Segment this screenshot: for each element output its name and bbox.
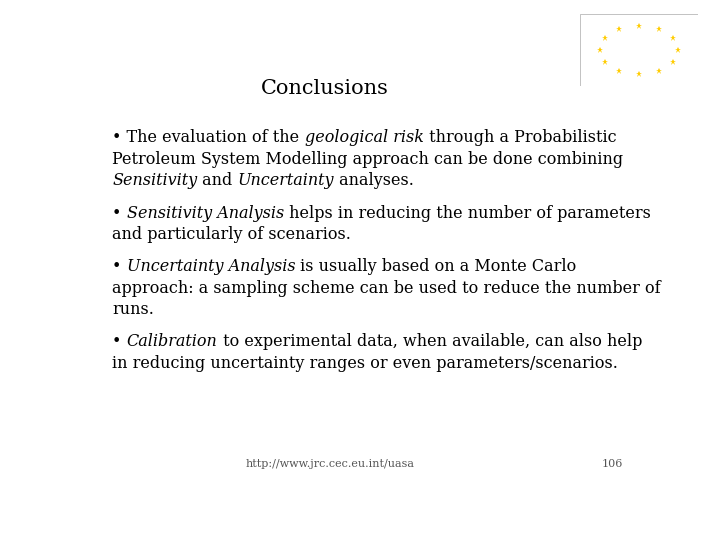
Text: to experimental data, when available, can also help: to experimental data, when available, ca…	[217, 333, 642, 350]
Text: Calibration: Calibration	[127, 333, 217, 350]
Text: •: •	[112, 258, 127, 275]
Text: helps in reducing the number of parameters: helps in reducing the number of paramete…	[284, 205, 651, 221]
Text: analyses.: analyses.	[334, 172, 414, 190]
Text: Petroleum System Modelling approach can be done combining: Petroleum System Modelling approach can …	[112, 151, 624, 168]
Text: 106: 106	[601, 459, 623, 469]
Text: is usually based on a Monte Carlo: is usually based on a Monte Carlo	[295, 258, 577, 275]
Text: Conclusions: Conclusions	[261, 79, 388, 98]
Text: •: •	[112, 205, 127, 221]
Text: Uncertainty Analysis: Uncertainty Analysis	[127, 258, 295, 275]
Text: Uncertainty: Uncertainty	[238, 172, 334, 190]
Text: and particularly of scenarios.: and particularly of scenarios.	[112, 226, 351, 243]
Text: •: •	[112, 333, 127, 350]
Text: approach: a sampling scheme can be used to reduce the number of: approach: a sampling scheme can be used …	[112, 280, 661, 297]
Text: runs.: runs.	[112, 301, 154, 319]
Text: Sensitivity: Sensitivity	[112, 172, 197, 190]
Text: • The evaluation of the: • The evaluation of the	[112, 129, 305, 146]
Text: in reducing uncertainty ranges or even parameters/scenarios.: in reducing uncertainty ranges or even p…	[112, 355, 618, 372]
Text: Sensitivity Analysis: Sensitivity Analysis	[127, 205, 284, 221]
Text: and: and	[197, 172, 238, 190]
Text: http://www.jrc.cec.eu.int/uasa: http://www.jrc.cec.eu.int/uasa	[246, 459, 415, 469]
Text: through a Probabilistic: through a Probabilistic	[423, 129, 616, 146]
Text: geological risk: geological risk	[305, 129, 423, 146]
